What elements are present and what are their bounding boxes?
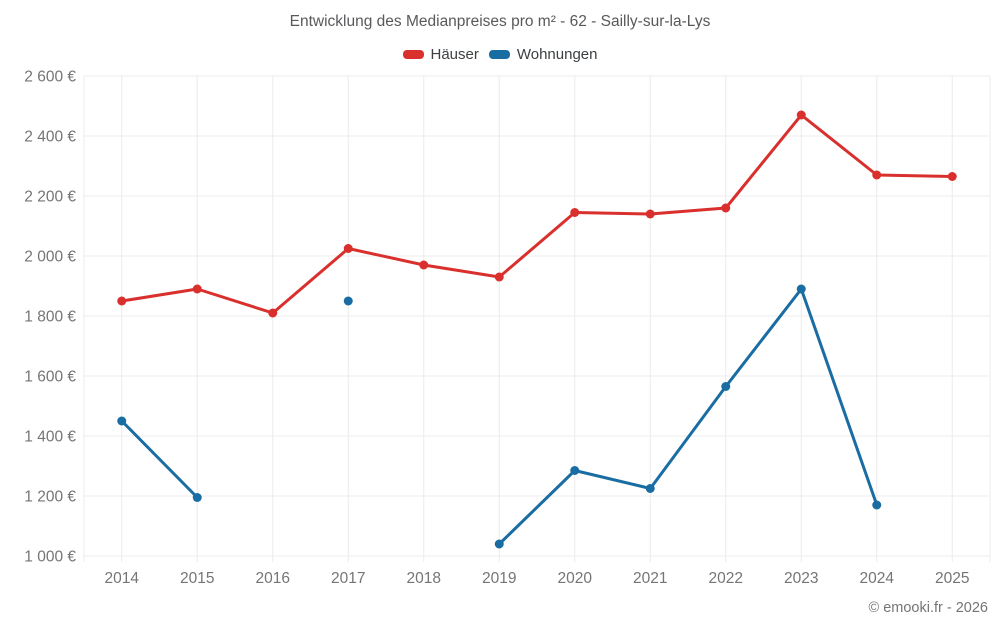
- data-point[interactable]: [343, 296, 353, 306]
- data-point[interactable]: [419, 260, 429, 270]
- legend-label-haeuser: Häuser: [430, 46, 479, 63]
- x-tick-label: 2015: [180, 570, 214, 587]
- data-point[interactable]: [872, 170, 882, 180]
- x-tick-label: 2020: [558, 570, 593, 587]
- copyright-footer: © emooki.fr - 2026: [868, 600, 988, 616]
- series-line-0: [120, 113, 954, 315]
- data-point[interactable]: [645, 484, 655, 493]
- chart-title: Entwicklung des Medianpreises pro m² - 6…: [289, 13, 711, 30]
- y-tick-label: 2 600 €: [24, 69, 76, 86]
- y-tick-label: 1 400 €: [24, 429, 76, 446]
- data-point[interactable]: [645, 209, 655, 219]
- legend-swatch-wohnungen-icon: [488, 50, 510, 59]
- x-tick-label: 2022: [709, 570, 743, 587]
- data-point[interactable]: [570, 208, 580, 217]
- x-tick-label: 2023: [784, 570, 818, 587]
- legend-item-wohnungen[interactable]: Wohnungen: [488, 46, 598, 63]
- y-tick-label: 2 200 €: [24, 189, 76, 206]
- data-point[interactable]: [721, 203, 731, 213]
- series-line-1: [120, 287, 879, 546]
- data-point[interactable]: [192, 284, 202, 294]
- y-tick-label: 2 400 €: [24, 129, 76, 146]
- data-point[interactable]: [192, 493, 202, 502]
- data-point[interactable]: [721, 382, 731, 391]
- data-point[interactable]: [796, 110, 806, 120]
- data-point[interactable]: [947, 172, 957, 181]
- y-tick-label: 1 000 €: [24, 549, 76, 566]
- data-point[interactable]: [343, 244, 353, 253]
- y-tick-label: 1 800 €: [24, 309, 76, 326]
- x-tick-label: 2018: [407, 570, 441, 587]
- data-point[interactable]: [796, 284, 806, 294]
- y-tick-label: 1 200 €: [24, 489, 76, 506]
- x-tick-label: 2014: [105, 570, 140, 587]
- x-tick-label: 2021: [633, 570, 667, 587]
- data-point[interactable]: [494, 272, 504, 282]
- y-tick-label: 1 600 €: [24, 369, 76, 386]
- x-tick-label: 2024: [860, 570, 895, 587]
- x-tick-label: 2019: [482, 570, 516, 587]
- x-tick-label: 2016: [256, 570, 290, 587]
- data-point[interactable]: [117, 416, 127, 426]
- data-point[interactable]: [570, 466, 580, 475]
- data-point[interactable]: [872, 500, 882, 510]
- legend-item-haeuser[interactable]: Häuser: [402, 46, 479, 63]
- data-point[interactable]: [494, 539, 504, 549]
- data-point[interactable]: [117, 296, 127, 306]
- legend-swatch-haeuser-icon: [402, 50, 424, 59]
- x-tick-label: 2017: [331, 570, 365, 587]
- data-point[interactable]: [268, 308, 278, 318]
- legend: Häuser Wohnungen: [0, 46, 1000, 63]
- x-tick-label: 2025: [935, 570, 969, 587]
- legend-label-wohnungen: Wohnungen: [516, 46, 598, 63]
- y-tick-label: 2 000 €: [24, 249, 76, 266]
